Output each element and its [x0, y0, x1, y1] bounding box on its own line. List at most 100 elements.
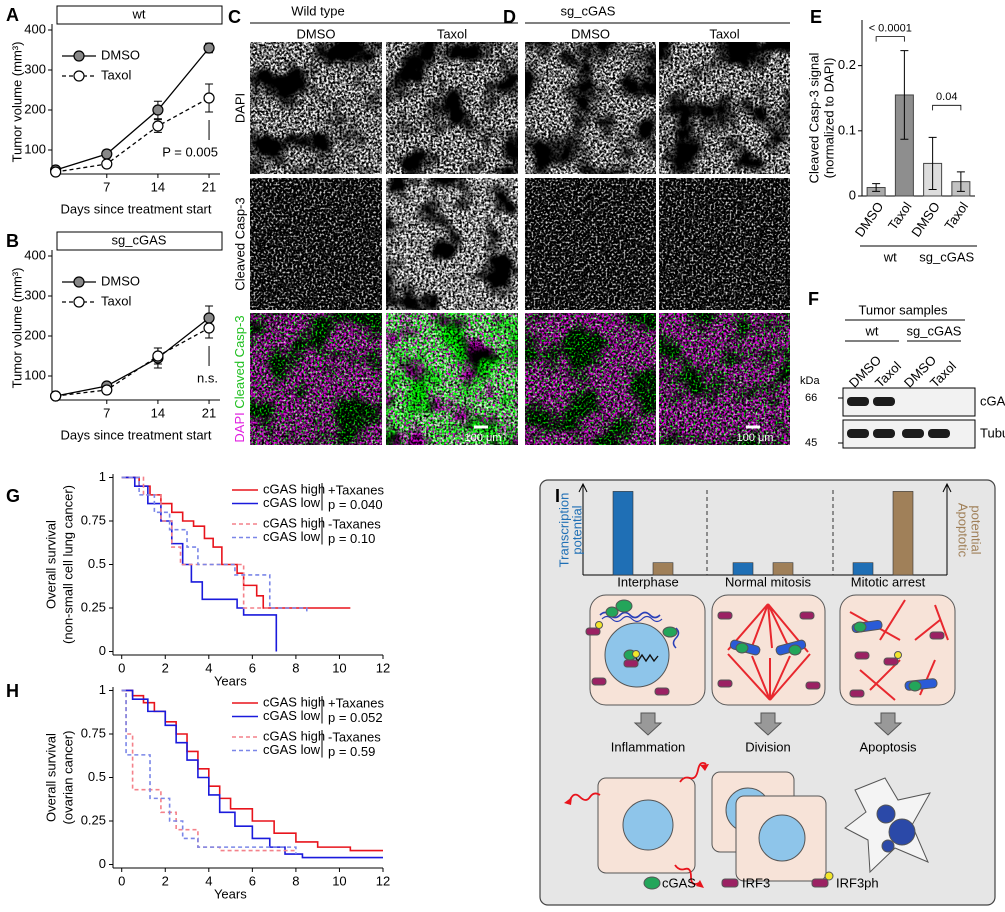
- x-tick-label: DMSO: [908, 199, 943, 240]
- comparison-label: < 0.0001: [869, 23, 912, 35]
- x-tick-label: 21: [202, 405, 216, 420]
- transcription-bar: [612, 491, 634, 576]
- legend-p-value: p = 0.040: [328, 497, 383, 512]
- legend-p-value: p = 0.10: [328, 531, 375, 546]
- x-tick-label: 0: [118, 660, 125, 675]
- micrograph: [386, 178, 518, 310]
- series-line: [55, 317, 210, 397]
- row-label-part: Cleaved Casp-3: [232, 315, 247, 408]
- x-tick-label: 10: [332, 660, 346, 675]
- marker-unit: kDa: [800, 375, 820, 387]
- group-label: sg_cGAS: [919, 249, 974, 264]
- row-label: DAPI: [232, 93, 247, 123]
- band: [847, 429, 869, 438]
- legend-label: cGAS high: [263, 694, 325, 709]
- column-label: DMSO: [297, 26, 336, 41]
- legend-marker: [73, 276, 85, 288]
- marker: [101, 148, 113, 160]
- title-box: [56, 231, 223, 251]
- y-axis-label: Overall survival: [43, 520, 58, 609]
- band: [902, 429, 924, 438]
- panel-label: H: [6, 681, 19, 701]
- apoptotic-bar: [652, 562, 674, 576]
- title-box: [56, 5, 223, 25]
- marker: [152, 104, 164, 116]
- band: [873, 429, 895, 438]
- y-tick-label: 0.75: [81, 512, 106, 527]
- band: [873, 397, 895, 406]
- comparison-bracket: [932, 104, 962, 111]
- x-tick-label: 6: [249, 660, 256, 675]
- y-tick-label: 0.5: [88, 556, 106, 571]
- micrograph: [659, 313, 790, 445]
- axis-arrow: [578, 482, 588, 575]
- survival-curve: [121, 689, 296, 852]
- apoptotic-bar: [892, 491, 914, 576]
- x-tick-label: 0: [118, 873, 125, 888]
- x-tick-label: 14: [151, 405, 165, 420]
- y-axis-label: (non-small cell lung cancer): [60, 485, 75, 644]
- band-label: cGAS: [980, 393, 1005, 408]
- axis-label: Transcription: [556, 493, 571, 568]
- y-tick-label: 1: [99, 469, 106, 484]
- legend-label: cGAS high: [263, 515, 325, 530]
- x-tick-label: 14: [151, 179, 165, 194]
- x-tick-label: 4: [205, 660, 212, 675]
- band: [928, 429, 950, 438]
- column-label: Taxol: [437, 26, 467, 41]
- outcome-label: Division: [745, 739, 791, 754]
- y-axis-label: (normalized to DAPI): [821, 58, 836, 179]
- series-line: [55, 327, 210, 397]
- x-tick-label: 2: [162, 873, 169, 888]
- phase-label: Mitotic arrest: [851, 574, 926, 589]
- marker: [203, 322, 215, 334]
- y-tick-label: 100: [24, 367, 46, 382]
- y-tick-label: 0: [849, 187, 856, 202]
- phase-label: Interphase: [617, 574, 678, 589]
- group-label: wt: [883, 249, 897, 264]
- micrograph: [250, 42, 382, 174]
- annotation: n.s.: [197, 370, 218, 385]
- survival-curve: [121, 476, 308, 614]
- legend-group: -Taxanes: [328, 729, 381, 744]
- phase-label: Normal mitosis: [725, 574, 811, 589]
- x-tick-label: 8: [292, 660, 299, 675]
- marker: [101, 158, 113, 170]
- legend-group: +Taxanes: [328, 695, 385, 710]
- legend-label: cGAS low: [263, 708, 321, 723]
- legend-marker: [73, 50, 85, 62]
- band-label: Tubulin: [980, 425, 1005, 440]
- comparison-label: 0.04: [936, 91, 957, 103]
- y-axis-label: Tumor volume (mm³): [9, 42, 24, 163]
- comparison-bracket: [875, 36, 905, 42]
- outcome-label: Inflammation: [611, 739, 685, 754]
- scale-bar-label: 100 μm: [465, 432, 502, 444]
- x-tick-label: 4: [205, 873, 212, 888]
- mw-marker: 66: [805, 392, 817, 404]
- apoptotic-bar: [772, 562, 794, 576]
- legend-group: +Taxanes: [328, 482, 385, 497]
- blot-title: Tumor samples: [858, 302, 948, 317]
- x-axis-label: Years: [214, 673, 247, 688]
- x-tick-label: 12: [376, 660, 390, 675]
- legend-marker: [73, 70, 85, 82]
- legend-p-value: p = 0.59: [328, 744, 375, 759]
- column-label: DMSO: [571, 26, 610, 41]
- x-tick-label: 12: [376, 873, 390, 888]
- series-line: [55, 97, 210, 173]
- marker: [152, 350, 164, 362]
- y-tick-label: 0: [99, 643, 106, 658]
- band: [847, 397, 869, 406]
- y-tick-label: 300: [24, 287, 46, 302]
- series-line: [55, 47, 210, 171]
- y-tick-label: 200: [24, 101, 46, 116]
- y-tick-label: 0.75: [81, 725, 106, 740]
- legend-label: cGAS high: [263, 481, 325, 496]
- survival-curve: [121, 689, 297, 855]
- legend-label: cGAS: [662, 875, 696, 890]
- panel-title: Wild type: [291, 3, 344, 18]
- group-label: sg_cGAS: [907, 323, 962, 338]
- marker: [203, 92, 215, 104]
